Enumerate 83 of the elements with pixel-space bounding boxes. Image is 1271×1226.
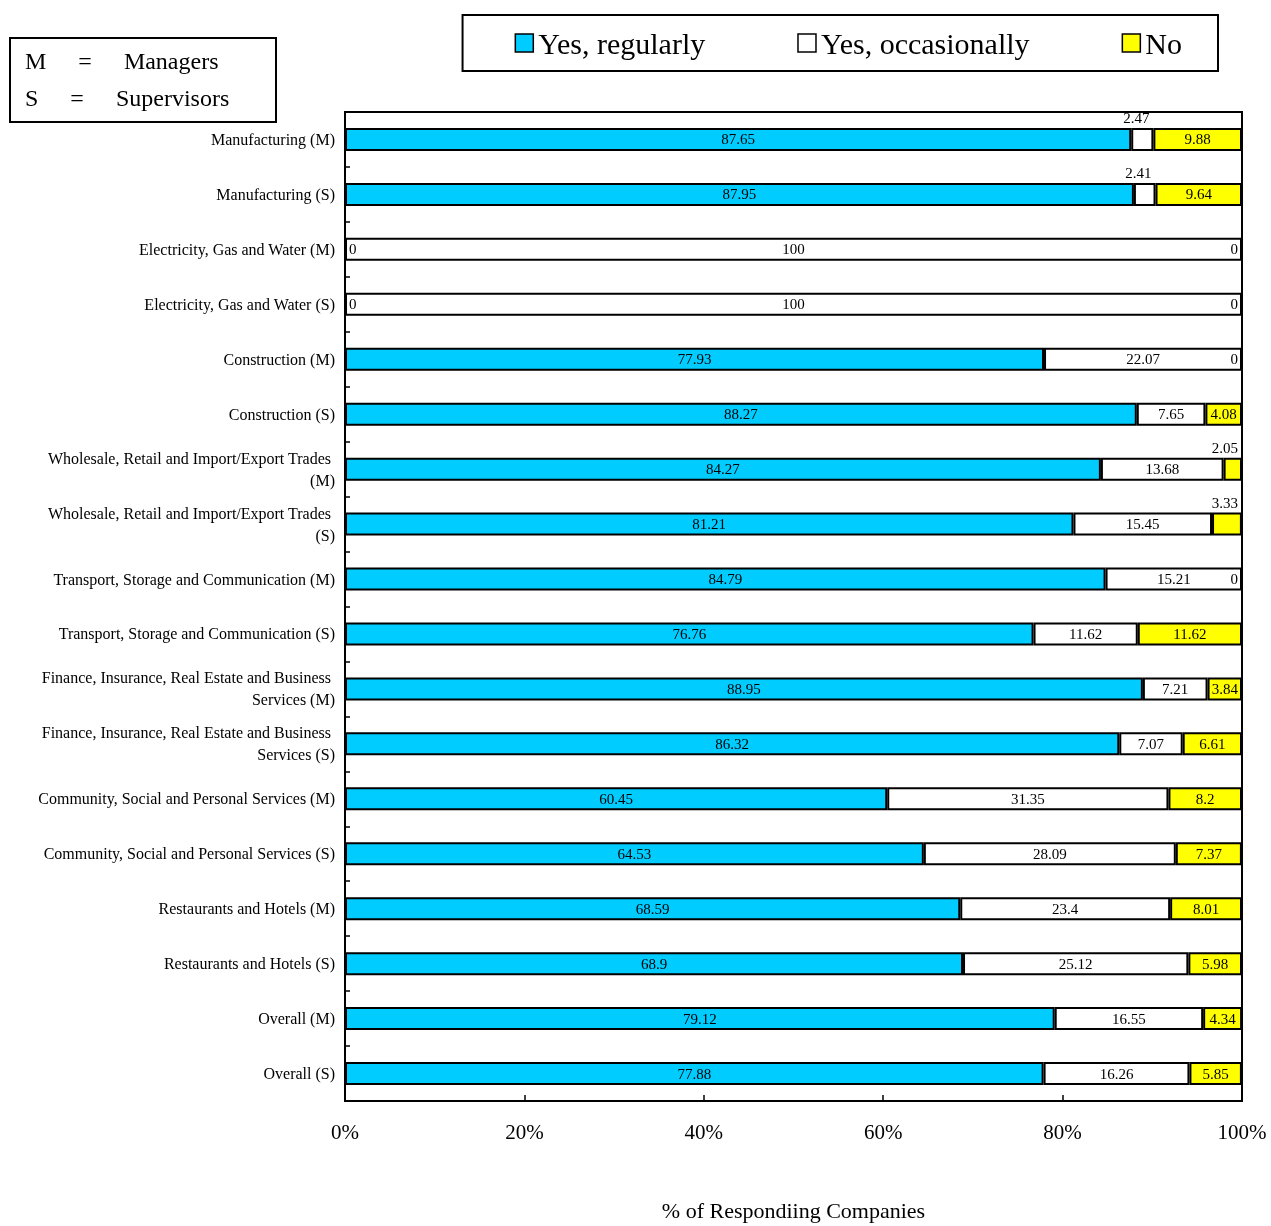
data-label: 7.65 [1157,406,1185,423]
data-label: 0 [1230,241,1238,258]
data-label: 81.21 [692,516,727,533]
data-label: 86.32 [715,735,750,752]
data-label: 2.47 [1123,110,1150,127]
x-axis-title: % of Respondiing Companies [661,1197,926,1223]
y-tick-label: Electricity, Gas and Water (M) [139,240,335,259]
x-tick-label: 80% [1043,1119,1082,1144]
y-tick-label: Finance, Insurance, Real Estate and Business Services (S) [41,724,335,765]
y-tick-label: Community, Social and Personal Services (S) [43,845,335,864]
x-tick-label: 60% [863,1119,903,1144]
y-tick-label: Electricity, Gas and Water (S) [144,295,335,314]
data-label: 3.33 [1211,495,1238,512]
data-label: 88.27 [724,406,759,423]
data-label: 9.88 [1184,131,1211,148]
data-label: 3.84 [1211,680,1239,697]
data-label: 16.55 [1112,1010,1146,1027]
data-label: 22.07 [1126,351,1161,368]
data-label: 87.65 [721,131,755,148]
data-label: 0 [1230,571,1238,588]
data-label: 15.21 [1156,571,1191,588]
y-tick-label: Overall (M) [258,1010,335,1029]
data-label: 15.45 [1125,516,1160,533]
data-label: 0 [1230,296,1238,313]
y-tick-label: Finance, Insurance, Real Estate and Business Services (M) [41,669,335,710]
y-tick-label: Wholesale, Retail and Import/Export Trades (S) [47,504,335,545]
y-tick-label: Overall (S) [263,1065,335,1084]
x-tick-label: 40% [684,1119,724,1144]
data-label: 0 [1230,351,1238,368]
data-label: 7.21 [1162,680,1189,697]
data-label: 5.85 [1202,1065,1229,1082]
y-tick-label: Transport, Storage and Communication (S) [58,625,335,644]
data-label: 11.62 [1173,625,1207,642]
data-label: 9.64 [1185,186,1213,203]
y-tick-label: Community, Social and Personal Services (M) [38,790,335,809]
data-label: 88.95 [727,680,761,697]
data-label: 23.4 [1052,900,1079,917]
data-label: 76.76 [672,625,707,642]
data-label: 68.59 [635,900,670,917]
x-tick-label: 100% [1217,1119,1267,1144]
data-label: 77.88 [677,1065,712,1082]
y-tick-label: Restaurants and Hotels (M) [158,900,335,919]
data-label: 4.34 [1209,1010,1237,1027]
legend-label: No [1145,26,1183,60]
data-label: 2.05 [1211,440,1238,457]
legend-label: Yes, occasionally [820,26,1030,60]
y-tick-label: Wholesale, Retail and Import/Export Trades (M) [47,449,335,490]
data-label: 28.09 [1032,845,1067,862]
data-label: 7.07 [1137,735,1165,752]
annotation: 0 [349,296,357,313]
y-tick-label: Construction (M) [223,350,335,369]
data-label: 31.35 [1010,790,1045,807]
data-label: 6.61 [1199,735,1226,752]
data-label: 100 [782,241,805,258]
data-label: 77.93 [677,351,712,368]
data-label: 25.12 [1058,955,1093,972]
data-label: 2.41 [1125,165,1152,182]
y-tick-label: Manufacturing (M) [211,130,335,149]
data-label: 60.45 [599,790,633,807]
y-tick-label: Manufacturing (S) [216,185,335,204]
data-label: 84.27 [706,461,741,478]
data-label: 11.62 [1069,625,1103,642]
y-tick-label: Transport, Storage and Communication (M) [53,570,335,589]
data-label: 7.37 [1195,845,1223,862]
annotation: 0 [349,241,357,258]
data-label: 100 [782,296,805,313]
data-label: 8.01 [1192,900,1220,917]
data-label: 8.2 [1195,790,1215,807]
x-tick-label: 0% [331,1119,359,1144]
data-label: 79.12 [682,1010,717,1027]
data-label: 87.95 [722,186,757,203]
legend-label: Yes, regularly [538,26,706,60]
y-tick-label: Construction (S) [228,405,335,424]
y-tick-label: Restaurants and Hotels (S) [163,955,335,974]
data-label: 16.26 [1099,1065,1134,1082]
x-tick-label: 20% [505,1119,544,1144]
key-box: M = Managers S = Supervisors [9,37,277,123]
data-label: 4.08 [1210,406,1237,423]
data-label: 64.53 [617,845,652,862]
data-label: 13.68 [1145,461,1180,478]
data-label: 84.79 [708,571,743,588]
data-label: 68.9 [640,955,668,972]
data-label: 5.98 [1202,955,1229,972]
